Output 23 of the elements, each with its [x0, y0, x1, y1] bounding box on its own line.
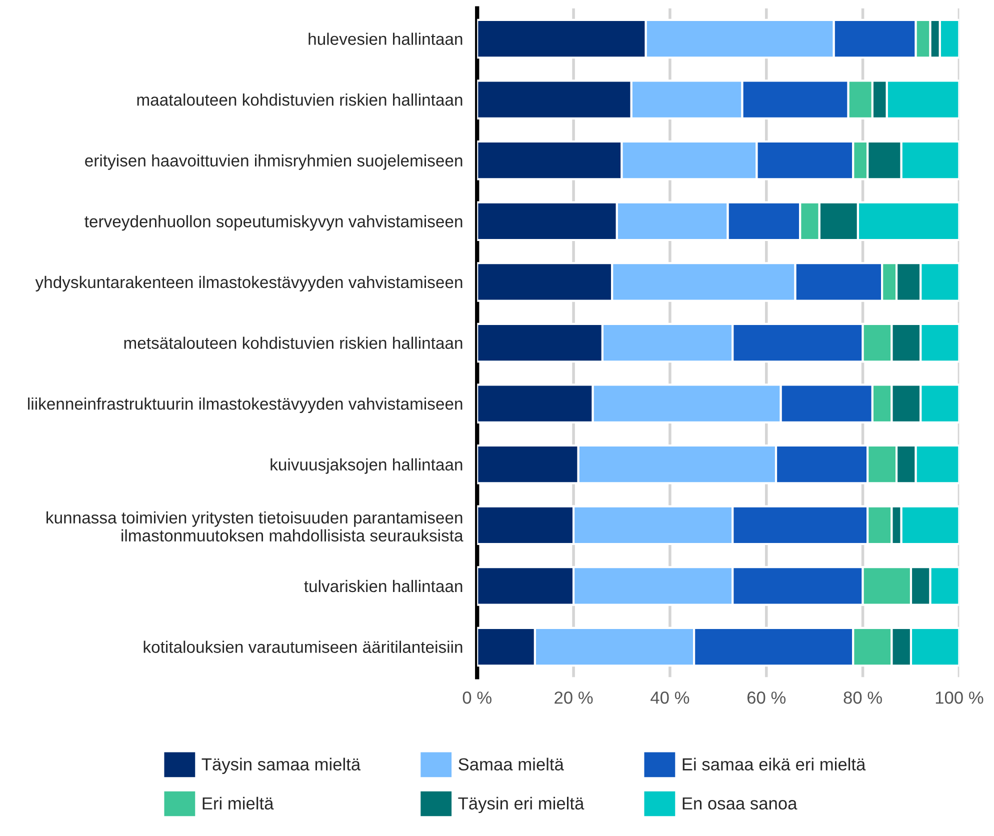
x-tick-label: 40 %	[650, 692, 690, 704]
y-tick-label: kuivuusjaksojen hallintaan	[270, 458, 462, 474]
y-tick-label: terveydenhuollon sopeutumiskyvyn vahvistamiseen	[84, 215, 462, 231]
y-tick-label: yhdyskuntarakenteen ilmastokestävyyden vahvistamiseen	[35, 276, 462, 292]
x-tick-label: 80 %	[844, 692, 882, 704]
legend-label: Eri mieltä	[202, 796, 274, 810]
legend-label: En osaa sanoa	[682, 797, 798, 810]
y-tick-label: tulvariskien hallintaan	[304, 580, 462, 592]
legend-label: Täysin samaa mieltä	[202, 758, 361, 774]
y-tick-label: kotitalouksien varautumiseen ääritilanteisiin	[144, 640, 462, 653]
y-tick-label: kunnassa toimivien yritysten tietoisuuden parantamiseen ilmastonmuutoksen mahdollisista seurauksista	[46, 511, 464, 542]
legend-label: Samaa mieltä	[458, 758, 564, 771]
legend-label: Ei samaa eikä eri mieltä	[682, 758, 866, 771]
y-tick-label: hulevesien hallintaan	[308, 32, 462, 45]
y-tick-label: maatalouteen kohdistuvien riskien hallintaan	[137, 94, 462, 106]
x-tick-label: 20 %	[554, 692, 593, 704]
legend-label: Täysin eri mieltä	[458, 796, 584, 814]
x-tick-label: 100 %	[936, 692, 984, 704]
y-tick-label: liikenneinfrastruktuurin ilmastokestävyyden vahvistamiseen	[28, 398, 462, 414]
y-tick-label: metsätalouteen kohdistuvien riskien hallintaan	[124, 336, 462, 349]
x-tick-label: 0 %	[462, 692, 492, 704]
x-tick-label: 60 %	[747, 692, 786, 704]
y-tick-label: erityisen haavoittuvien ihmisryhmien suojelemiseen	[85, 154, 462, 170]
